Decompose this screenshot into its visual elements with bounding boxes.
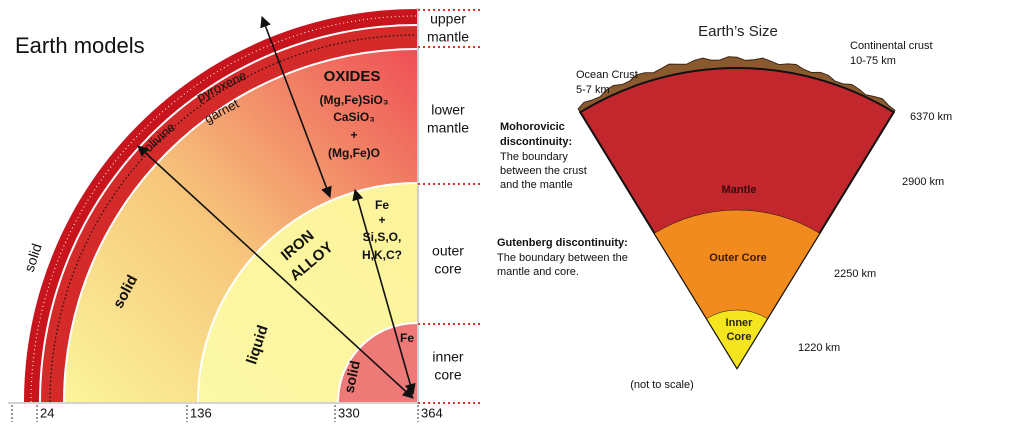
alloy-component: Fe: [375, 198, 389, 212]
crust-label: 10-75 km: [850, 55, 896, 67]
radius-label: 6370 km: [910, 111, 952, 123]
depth-label: 330: [338, 405, 360, 420]
radius-label: 1220 km: [798, 342, 840, 354]
layer-label: inner: [432, 349, 463, 365]
alloy-component: +: [378, 213, 385, 227]
radius-label: 2900 km: [902, 176, 944, 188]
oxide: +: [350, 128, 357, 142]
radius-label: 2250 km: [834, 268, 876, 280]
oxide: CaSiO₃: [333, 110, 375, 124]
layer-label: lower: [431, 102, 465, 118]
gutenberg-text: mantle and core.: [497, 266, 579, 278]
layer-label: outer: [432, 243, 464, 259]
earths-size-diagram: Earth’s Size Continental crust 10-75 km Oce…: [497, 23, 952, 391]
oxide: (Mg,Fe)SiO₃: [320, 93, 389, 107]
moho-text: The boundary: [500, 151, 568, 163]
moho-heading: discontinuity:: [500, 136, 572, 148]
layer-name: Mantle: [722, 184, 757, 196]
title: Earth models: [15, 33, 145, 58]
depth-label: 24: [40, 405, 54, 420]
moho-text: between the crust: [500, 165, 587, 177]
gutenberg-text: The boundary between the: [497, 252, 628, 264]
earth-models-diagram: Earth models upper mantle lower mantle outer c…: [8, 8, 482, 422]
crust-label: solid: [21, 241, 45, 273]
layer-name: Core: [726, 331, 751, 343]
alloy-component: Si,S,O,: [363, 230, 402, 244]
crust-label: Ocean Crust: [576, 69, 638, 81]
layer-label: core: [434, 367, 461, 383]
crust-label: Continental crust: [850, 40, 933, 52]
alloy-component: H,K,C?: [362, 248, 402, 262]
depth-label: 136: [190, 405, 212, 420]
layer-label: mantle: [427, 29, 469, 45]
layer-name: Outer Core: [709, 252, 766, 264]
depth-label: 364: [421, 405, 443, 420]
title: Earth’s Size: [698, 23, 778, 40]
moho-heading: Mohorovicic: [500, 121, 565, 133]
layer-label: mantle: [427, 120, 469, 136]
page: { "earth_models": { "title": "Earth mode…: [0, 0, 1013, 422]
moho-text: and the mantle: [500, 179, 573, 191]
oxide: (Mg,Fe)O: [328, 146, 380, 160]
inner-core-element: Fe: [400, 331, 414, 345]
gutenberg-heading: Gutenberg discontinuity:: [497, 237, 628, 249]
layer-label: upper: [430, 11, 466, 27]
scene: Earth models upper mantle lower mantle outer c…: [0, 0, 1013, 422]
crust-label: 5-7 km: [576, 84, 610, 96]
note: (not to scale): [630, 379, 694, 391]
layer-label: core: [434, 261, 461, 277]
layer-name: Inner: [726, 317, 754, 329]
oxides-heading: OXIDES: [324, 68, 381, 85]
